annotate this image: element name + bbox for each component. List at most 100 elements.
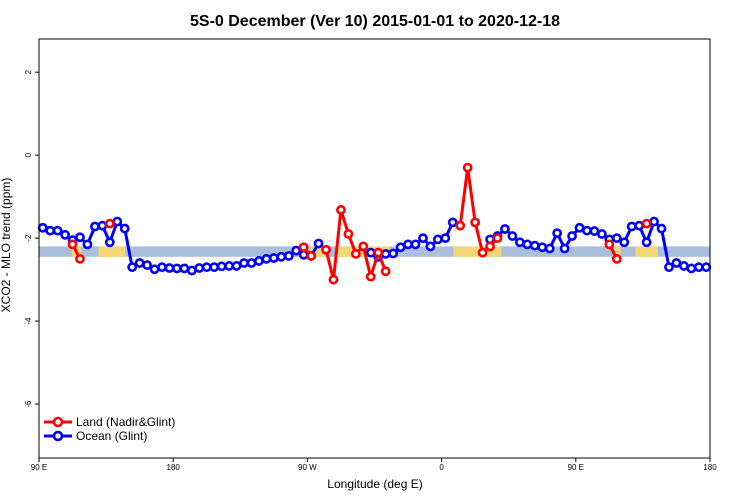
data-point (224, 261, 235, 271)
data-point (656, 223, 667, 234)
data-point (291, 245, 302, 256)
x-tick-label: 0 (439, 463, 444, 472)
legend-marker (52, 416, 64, 428)
data-point (216, 261, 227, 272)
data-point (492, 233, 503, 244)
data-point (82, 239, 93, 250)
data-point (500, 224, 510, 234)
data-point (298, 242, 309, 253)
data-point (321, 244, 331, 255)
data-point (679, 261, 689, 271)
x-tick-label: 180 (167, 463, 181, 472)
data-point (172, 263, 182, 274)
data-point (589, 226, 600, 236)
data-point (529, 240, 540, 251)
data-point (611, 233, 622, 244)
x-tick-label: 90 E (568, 463, 584, 472)
data-point (425, 241, 436, 252)
band-land (310, 246, 326, 257)
data-point (507, 231, 518, 241)
data-point (157, 262, 167, 273)
data-point (60, 229, 70, 240)
data-point (52, 225, 63, 236)
data-point (447, 217, 458, 228)
data-point (209, 262, 220, 273)
data-point (75, 253, 85, 264)
data-point (388, 248, 399, 259)
data-point (619, 237, 630, 248)
data-point (440, 233, 451, 244)
data-point (380, 248, 391, 259)
x-axis-label: Longitude (deg E) (327, 477, 422, 491)
data-point (574, 222, 585, 233)
data-point (119, 223, 130, 234)
data-point (194, 263, 205, 273)
data-point (664, 262, 674, 273)
data-point (90, 221, 100, 232)
data-point (395, 242, 406, 253)
data-point (328, 274, 339, 285)
data-point (559, 243, 570, 254)
data-point (276, 251, 287, 262)
data-point (358, 241, 369, 252)
series-line (324, 208, 388, 282)
data-point (142, 260, 153, 270)
data-point (365, 247, 376, 258)
x-tick-label: 90 W (298, 463, 317, 472)
data-point (462, 162, 473, 173)
band-land (453, 246, 502, 257)
data-point (343, 229, 354, 239)
data-point (179, 263, 190, 274)
x-tick-label: 180 (703, 463, 717, 472)
data-point (97, 220, 108, 231)
y-axis-label: XCO2 - MLO trend (ppm) (0, 178, 13, 313)
data-point (432, 234, 443, 245)
data-point (552, 228, 563, 239)
data-point (336, 205, 346, 215)
data-point (380, 266, 391, 277)
data-point (45, 225, 56, 236)
x-axis: 90 E 180 90 W 0 90 E 180 (31, 458, 717, 472)
data-point (596, 229, 607, 239)
chart-title: 5S-0 December (Ver 10) 2015-01-01 to 202… (190, 13, 560, 30)
data-point (104, 237, 115, 248)
data-point (522, 239, 533, 250)
data-point (544, 243, 555, 254)
legend-marker (52, 430, 64, 442)
band-land (635, 246, 658, 257)
data-point (201, 262, 212, 273)
data-point (112, 216, 123, 227)
data-point (418, 233, 428, 244)
data-point (671, 258, 682, 268)
y-tick-label: 2 (24, 69, 33, 74)
data-point (514, 237, 525, 248)
y-tick-label: -6 (24, 400, 33, 408)
series-land-nadir-glint- (67, 162, 652, 285)
data-point (410, 239, 421, 250)
data-point (67, 239, 78, 250)
data-point (403, 239, 413, 250)
data-point (186, 265, 197, 276)
y-tick-label: -4 (24, 317, 33, 325)
data-point (373, 247, 384, 258)
data-point (268, 253, 279, 263)
y-tick-label: -2 (24, 234, 33, 242)
data-point (306, 251, 317, 261)
data-point (104, 218, 115, 229)
plot-frame (38, 38, 711, 459)
data-series (37, 162, 712, 285)
y-axis: 2 0 -2 -4 -6 (24, 69, 39, 408)
data-point (134, 258, 145, 268)
data-point (686, 263, 697, 274)
data-point (239, 258, 249, 268)
band-land (614, 246, 621, 257)
data-point (231, 261, 242, 271)
data-point (365, 271, 376, 282)
data-point (455, 220, 466, 231)
data-point (149, 264, 160, 275)
legend-label: Land (Nadir&Glint) (76, 415, 175, 429)
data-point (604, 239, 615, 250)
data-point (254, 256, 264, 266)
data-point (693, 262, 704, 273)
data-point (641, 237, 652, 248)
